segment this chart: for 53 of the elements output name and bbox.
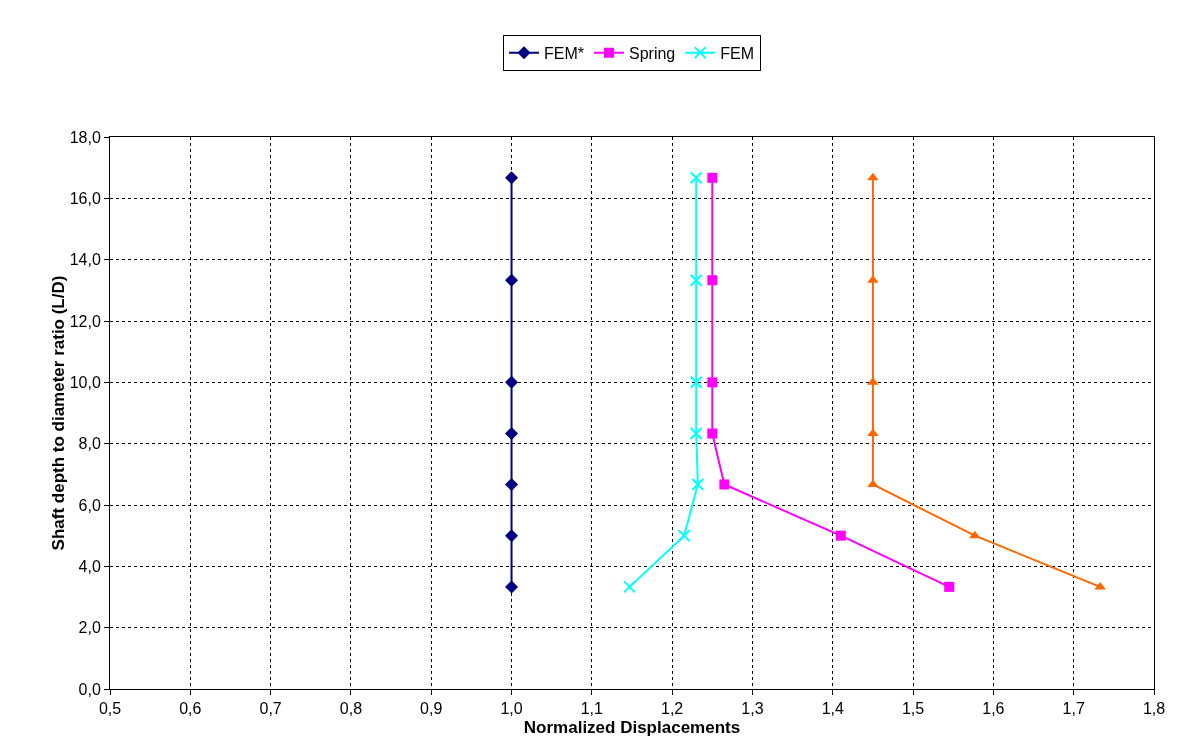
- point: [505, 427, 519, 441]
- y-axis-title: Shaft depth to diameter ratio (L/D): [48, 275, 68, 551]
- x-tick-label: 1,2: [661, 700, 684, 718]
- point: [505, 171, 519, 185]
- y-tick-label: 2,0: [78, 619, 101, 637]
- x-tick-label: 0,8: [339, 700, 363, 718]
- x-tick-label: 1,0: [500, 700, 523, 718]
- point: [867, 172, 879, 181]
- point: [505, 477, 519, 491]
- point: [691, 477, 705, 491]
- y-tick-label: 14,0: [69, 251, 101, 269]
- point: [719, 479, 730, 490]
- point: [944, 581, 955, 592]
- x-tick-label: 0,7: [259, 700, 282, 718]
- point: [707, 172, 718, 183]
- point: [707, 428, 718, 439]
- y-tick-label: 16,0: [69, 189, 101, 207]
- point: [505, 375, 519, 389]
- x-tick-label: 1,1: [580, 700, 604, 718]
- point: [505, 273, 519, 287]
- point: [867, 428, 879, 437]
- point: [707, 275, 718, 286]
- legend-label: FEM*: [544, 44, 584, 62]
- point: [505, 580, 519, 594]
- point: [689, 273, 703, 287]
- y-tick-label: 12,0: [69, 312, 101, 330]
- y-tick-label: 4,0: [78, 557, 101, 575]
- x-tick-label: 0,9: [420, 700, 443, 718]
- point: [689, 375, 703, 389]
- x-tick-label: 1,4: [821, 700, 844, 718]
- x-tick-label: 1,7: [1062, 700, 1085, 718]
- y-tick-label: 8,0: [78, 435, 101, 453]
- legend-label: Spring: [629, 44, 676, 62]
- point: [689, 171, 703, 185]
- point: [623, 580, 637, 594]
- point: [969, 530, 981, 539]
- x-tick-label: 0,6: [179, 700, 202, 718]
- y-tick-label: 6,0: [78, 496, 101, 514]
- y-tick-label: 18,0: [69, 128, 101, 146]
- point: [707, 377, 718, 388]
- legend-label: FEM: [720, 44, 755, 62]
- x-axis-title: Normalized Displacements: [523, 717, 741, 737]
- point: [689, 427, 703, 441]
- x-tick-label: 1,6: [982, 700, 1005, 718]
- x-tick-label: 1,5: [901, 700, 925, 718]
- y-tick-label: 10,0: [69, 373, 101, 391]
- y-tick-label: 0,0: [78, 680, 101, 698]
- x-tick-label: 1,3: [741, 700, 764, 718]
- point: [677, 529, 691, 543]
- point: [835, 530, 846, 541]
- point: [505, 529, 519, 543]
- x-tick-label: 0,5: [98, 700, 122, 718]
- x-tick-label: 1,8: [1142, 700, 1166, 718]
